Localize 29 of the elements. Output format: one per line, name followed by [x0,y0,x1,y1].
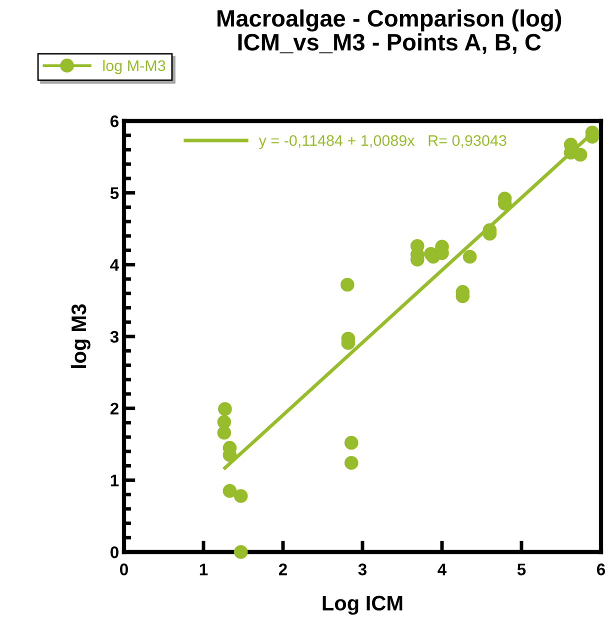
x-tick-label: 4 [438,564,447,576]
y-tick-label: 1 [110,474,119,486]
point [344,436,358,450]
y-tick-label: 2 [110,402,118,414]
point [462,250,477,264]
y-tick-label: 5 [110,187,119,200]
y-tick-label: 3 [110,330,119,343]
point [217,426,232,440]
chart-title: Macroalgae - Comparison (log) ICM_vs_M3 - Points A, B, C [218,9,562,54]
y-tick-label: 6 [110,115,119,128]
x-tick-label: 6 [596,564,606,576]
y-tick-label: 4 [110,259,120,271]
x-tick-label: 1 [200,564,208,576]
x-axis-title: Log ICM [322,596,402,615]
point [573,148,588,162]
x-tick-label: 2 [278,564,287,576]
point [222,484,237,498]
x-tick-label: 3 [358,564,367,576]
point [234,545,248,559]
point [340,278,354,292]
x-tick-label: 5 [517,564,526,576]
point [218,402,232,416]
point [234,489,248,503]
legend-label: y = -0,11484 + 1,0089x R= 0,93043 [258,135,506,149]
y-axis-title: log M3 [70,304,90,368]
point [344,456,358,470]
legend-label: log M-M3 [103,60,166,74]
y-tick-label: 0 [110,546,118,558]
x-tick-label: 0 [120,564,128,576]
